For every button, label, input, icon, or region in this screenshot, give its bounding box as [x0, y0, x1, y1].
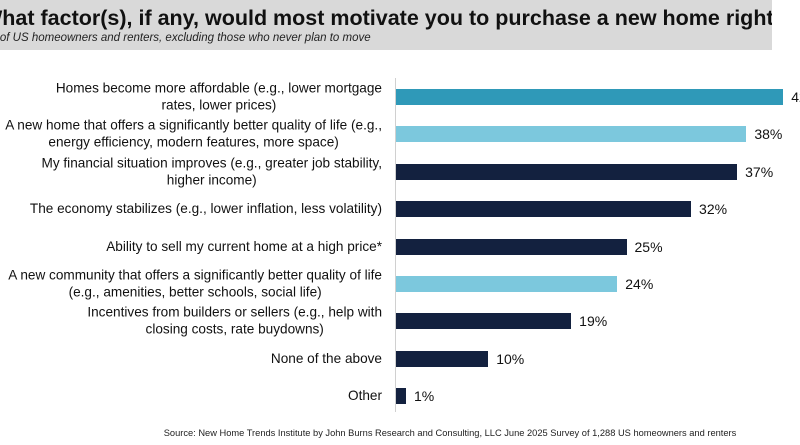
- bar-row: My financial situation improves (e.g., g…: [0, 155, 800, 187]
- chart-subtitle: Share of US homeowners and renters, excl…: [0, 32, 371, 44]
- category-label-wrap: Ability to sell my current home at a hig…: [106, 238, 382, 256]
- chart-header: What factor(s), if any, would most motiv…: [0, 0, 772, 50]
- bar: [396, 388, 406, 405]
- bar: [396, 313, 572, 330]
- category-label-wrap: Incentives from builders or sellers (e.g…: [87, 304, 382, 339]
- category-label-wrap: Homes become more affordable (e.g., lowe…: [56, 80, 382, 115]
- category-label-wrap: Other: [348, 387, 382, 405]
- bar-row: Incentives from builders or sellers (e.g…: [0, 305, 800, 337]
- bar-row: A new home that offers a significantly b…: [0, 118, 800, 150]
- category-label-line: Ability to sell my current home at a hig…: [106, 238, 382, 254]
- source-note: Source: New Home Trends Institute by Joh…: [163, 428, 737, 438]
- bar-row: A new community that offers a significan…: [0, 268, 800, 300]
- bar: [396, 276, 618, 292]
- category-label-line: Other: [348, 388, 382, 404]
- data-label: 25%: [634, 238, 663, 255]
- category-label-line: rates, lower prices): [161, 97, 277, 113]
- data-label: 24%: [625, 276, 654, 292]
- bar: [396, 126, 747, 143]
- category-label-wrap: The economy stabilizes (e.g., lower infl…: [30, 200, 382, 218]
- category-label-line: The economy stabilizes (e.g., lower infl…: [29, 201, 382, 217]
- category-label: Other: [348, 387, 382, 404]
- data-label: 10%: [496, 350, 525, 367]
- category-label-line: (e.g., amenities, better schools, social…: [68, 284, 322, 300]
- category-label-wrap: A new home that offers a significantly b…: [5, 117, 382, 152]
- data-label: 42%: [791, 89, 800, 105]
- category-label: Ability to sell my current home at a hig…: [106, 238, 382, 255]
- category-label-wrap: A new community that offers a significan…: [8, 267, 382, 302]
- data-label: 1%: [414, 388, 435, 405]
- bar: [396, 163, 738, 180]
- category-label-line: Homes become more affordable (e.g., lowe…: [55, 80, 382, 96]
- category-label-wrap: My financial situation improves (e.g., g…: [42, 154, 383, 189]
- chart-title: What factor(s), if any, would most motiv…: [0, 6, 772, 30]
- category-label-line: closing costs, rate buydowns): [145, 321, 324, 337]
- category-label: Homes become more affordable (e.g., lowe…: [56, 80, 382, 114]
- category-label-line: higher income): [166, 172, 257, 188]
- bar: [396, 201, 692, 218]
- category-label-line: My financial situation improves (e.g., g…: [41, 155, 383, 171]
- category-label-line: A new home that offers a significantly b…: [5, 117, 382, 133]
- data-label: 38%: [754, 126, 783, 143]
- bar-row: Homes become more affordable (e.g., lowe…: [0, 81, 800, 113]
- category-label-line: Incentives from builders or sellers (e.g…: [87, 304, 382, 320]
- bar: [396, 89, 784, 105]
- bar: [396, 238, 627, 255]
- bar: [396, 350, 489, 367]
- data-label: 32%: [699, 201, 728, 218]
- category-label-line: A new community that offers a significan…: [8, 267, 382, 283]
- category-label: My financial situation improves (e.g., g…: [42, 154, 383, 188]
- category-label: The economy stabilizes (e.g., lower infl…: [30, 200, 382, 217]
- category-label: A new home that offers a significantly b…: [5, 117, 382, 151]
- data-label: 19%: [579, 313, 608, 330]
- category-label-line: energy efficiency, modern features, more…: [48, 134, 339, 150]
- category-label: A new community that offers a significan…: [8, 267, 382, 301]
- category-label-wrap: None of the above: [271, 350, 382, 368]
- category-label: Incentives from builders or sellers (e.g…: [87, 304, 382, 338]
- bar-row: Ability to sell my current home at a hig…: [0, 238, 800, 256]
- category-label: None of the above: [271, 350, 382, 367]
- data-label: 37%: [745, 163, 774, 180]
- category-axis-line: [395, 78, 396, 412]
- bar-row: None of the above 10%: [0, 350, 800, 368]
- bar-row: Other 1%: [0, 387, 800, 405]
- category-label-line: None of the above: [270, 350, 382, 366]
- bar-row: The economy stabilizes (e.g., lower infl…: [0, 200, 800, 218]
